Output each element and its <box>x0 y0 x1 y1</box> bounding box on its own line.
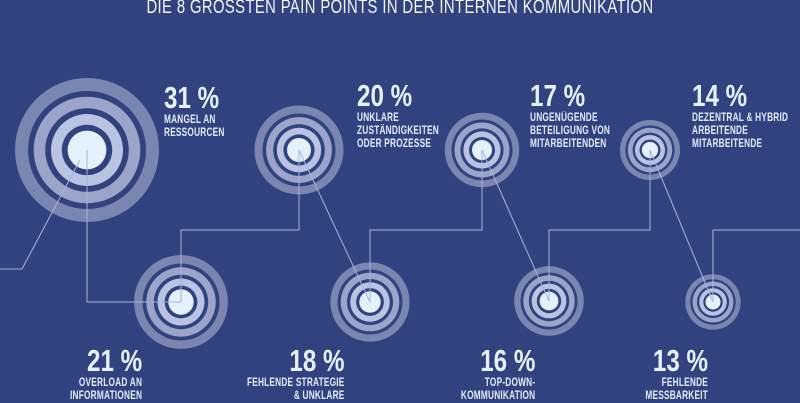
connector-line <box>649 149 714 303</box>
connector-line <box>712 229 800 302</box>
percentage-value: 18 % <box>289 343 345 378</box>
pain-point-text: OVERLOAD AN <box>78 377 142 389</box>
connector-line <box>298 149 371 303</box>
pain-point-text: KOMMUNIKATION <box>460 390 535 402</box>
pain-point-text: ZUSTÄNDIGKEITEN <box>357 125 439 137</box>
pain-point-text: INFORMATIONEN <box>69 390 142 402</box>
percentage-value: 20 % <box>357 78 413 113</box>
label-rank-4: 18 % FEHLENDE STRATEGIE & UNKLARE <box>209 345 345 403</box>
percentage-value: 14 % <box>692 78 748 113</box>
pain-point-text: UNKLARE <box>357 112 399 124</box>
percentage-value: 16 % <box>479 343 535 378</box>
pain-point-text: ODER PROZESSE <box>357 138 432 150</box>
pain-point-text: UNGENÜGENDE <box>530 112 598 124</box>
percentage-value: 21 % <box>86 343 142 378</box>
pain-point-text: DEZENTRAL & HYBRID <box>692 112 789 124</box>
percentage-value: 17 % <box>530 78 586 113</box>
pain-point-text: FEHLENDE STRATEGIE <box>247 377 345 389</box>
pain-point-text: ARBEITENDE <box>692 125 748 137</box>
connector-line <box>180 150 300 302</box>
infographic-title: DIE 8 GROSSTEN PAIN POINTS IN DER INTERN… <box>146 0 654 18</box>
label-rank-5: 17 % UNGENÜGENDE BETEILIGUNG VON MITARBE… <box>530 80 641 151</box>
label-rank-7: 14 % DEZENTRAL & HYBRID ARBEITENDE MITAR… <box>692 80 800 151</box>
label-rank-2: 21 % OVERLOAD AN INFORMATIONEN <box>42 345 142 403</box>
connector-line <box>0 159 81 270</box>
pain-point-text: MITARBEITENDE <box>692 138 763 150</box>
connector-line <box>481 149 550 302</box>
label-rank-8: 13 % FEHLENDE MESSBARKEIT <box>621 345 708 403</box>
pain-point-text: MESSBARKEIT <box>645 390 708 402</box>
label-rank-3: 20 % UNKLARE ZUSTÄNDIGKEITEN ODER PROZES… <box>357 80 471 151</box>
connector-line <box>86 150 181 303</box>
pain-point-text: MITARBEITENDEN <box>530 138 607 150</box>
label-rank-1: 31 % MANGEL AN RESSOURCEN <box>164 82 248 140</box>
pain-point-text: MANGEL AN <box>164 114 216 126</box>
connector-lines <box>0 149 800 303</box>
pain-point-text: TOP-DOWN- <box>484 377 535 389</box>
label-rank-6: 16 % TOP-DOWN- KOMMUNIKATION <box>432 345 535 403</box>
pain-point-text: BETEILIGUNG VON <box>530 125 611 137</box>
pain-point-text: FEHLENDE <box>661 377 708 389</box>
percentage-value: 13 % <box>652 343 708 378</box>
percentage-value: 31 % <box>164 80 220 115</box>
connector-line <box>369 150 483 302</box>
pain-point-text: RESSOURCEN <box>164 127 225 139</box>
connector-line <box>548 150 651 301</box>
pain-point-text: & UNKLARE <box>294 390 345 402</box>
